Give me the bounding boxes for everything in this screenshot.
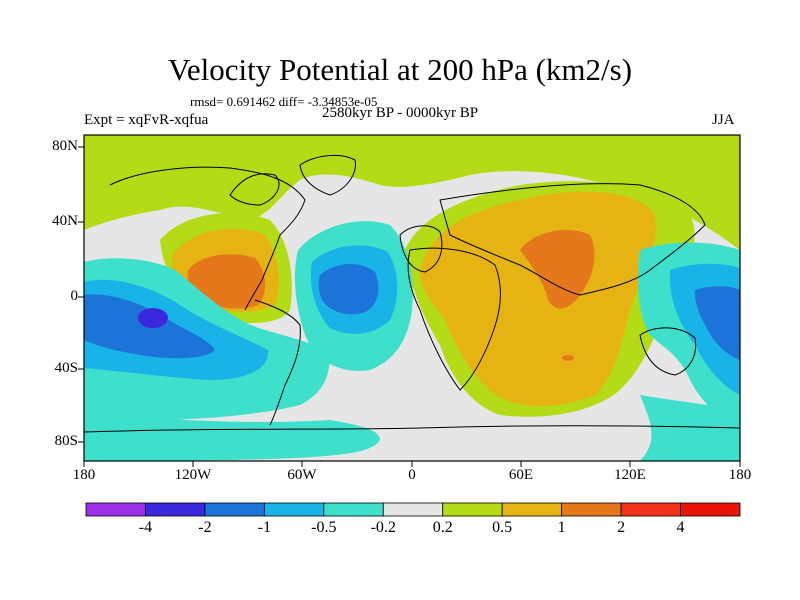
coast-hudson-bay [229,173,280,206]
lon-label-60w: 60W [287,467,317,483]
lon-label-120e: 120E [614,467,646,483]
coast-greenland [299,154,356,196]
rmsd-diff-stats: rmsd= 0.691462 diff= -3.34853e-05 [190,94,378,109]
lon-label-0: 0 [408,467,416,483]
colorbar-label-6: 0.5 [492,519,513,536]
lon-label-60e: 60E [508,467,534,483]
field-negative-southern-west [84,410,380,461]
colorbar-label-3: -0.5 [311,519,337,536]
colorbar-swatch-1 [145,502,206,517]
lat-label-40n: 40N [52,213,78,229]
field-high-positive-pacific [187,254,266,309]
colorbar-swatch-6 [442,502,503,517]
colorbar-swatch-8 [561,502,622,517]
field-high-positive-asia [520,230,595,309]
field-positive-north [84,135,740,250]
lat-label-0: 0 [70,288,79,304]
coast-south-america [254,299,301,426]
field-mid-positive-east [420,191,656,407]
coast-asia [439,183,706,296]
axis-ticks [78,146,741,467]
coast-antarctica [84,425,740,433]
colorbar-label-0: -4 [138,519,153,536]
colorbar [85,502,741,517]
field-negative3-atlantic [318,264,379,315]
coast-europe [399,225,443,273]
lon-label-180w: 180 [72,467,96,483]
colorbar-swatch-9 [620,502,681,517]
colorbar-label-9: 4 [676,519,685,536]
contour-fields [84,135,740,461]
season-label: JJA [712,112,735,128]
colorbar-swatch-3 [263,502,325,517]
colorbar-label-1: -2 [198,519,212,536]
colorbar-label-2: -1 [257,519,272,536]
colorbar-label-7: 1 [557,519,566,536]
coast-australia [639,327,697,376]
lon-label-180e: 180 [728,467,752,483]
colorbar-swatch-4 [323,502,384,517]
field-high-positive-indian-ocean [562,355,574,361]
map-title: Velocity Potential at 200 hPa (km2/s) [167,52,633,87]
coastlines [84,154,740,433]
colorbar-label-8: 2 [617,519,626,536]
lat-label-80n: 80N [52,138,78,154]
colorbar-swatch-10 [680,502,741,517]
colorbar-label-4: -0.2 [370,519,396,536]
coast-north-america [109,166,306,311]
coast-africa [407,247,501,391]
experiment-label: Expt = xqFvR-xqfua [84,112,209,128]
lon-label-120w: 120W [174,467,212,483]
colorbar-swatch-7 [501,502,563,517]
field-negative-southern-east [640,395,740,461]
lat-label-80s: 80S [54,433,78,449]
period-label: 2580kyr BP - 0000kyr BP [322,105,479,121]
field-negative4-pacific [138,308,168,328]
colorbar-label-5: 0.2 [432,519,453,536]
colorbar-swatch-2 [204,502,265,517]
colorbar-swatch-0 [85,502,146,517]
colorbar-swatch-5 [382,502,444,517]
lat-label-40s: 40S [54,360,78,376]
field-negative3-west-pacific [694,286,740,360]
